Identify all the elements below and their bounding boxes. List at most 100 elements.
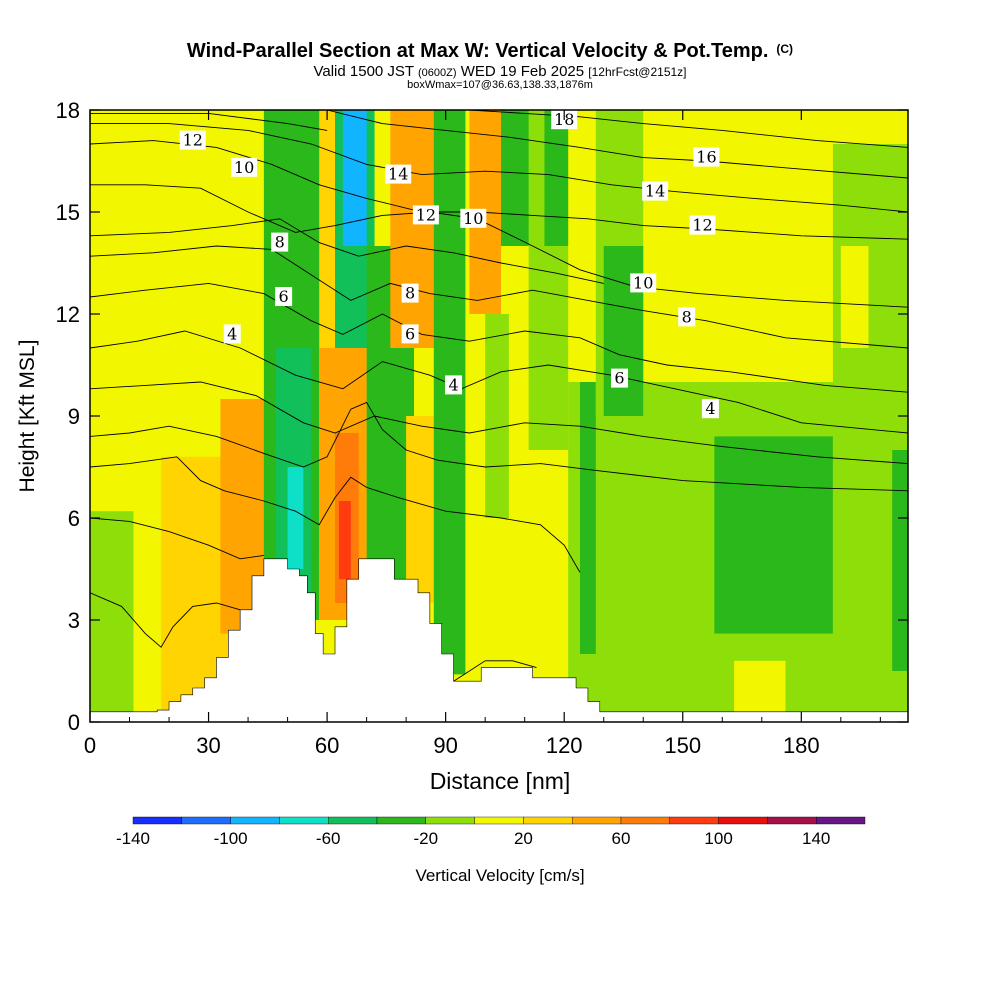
velocity-region [892,450,908,671]
chart-subtitle-2: boxWmax=107@36.63,138.33,1876m [407,79,593,91]
contour-label-box [401,324,419,344]
contour-label-box [385,164,412,184]
y-tick-label: 6 [68,506,80,531]
theta-contour-line [90,112,328,131]
contour-label: 14 [642,181,669,201]
plot-area [90,110,908,722]
y-tick-label: 15 [56,200,80,225]
contour-label-text: 6 [405,324,415,343]
x-tick-label: 180 [783,733,820,758]
chart-title: Wind-Parallel Section at Max W: Vertical… [187,40,793,62]
contour-label-text: 4 [227,324,237,343]
velocity-region [485,314,509,518]
x-axis-label: Distance [nm] [430,768,571,794]
contour-label-box [445,375,463,395]
x-tick-label: 0 [84,733,96,758]
y-tick-label: 0 [68,710,80,735]
colorbar-swatch [376,816,426,825]
contour-label-box [271,232,289,252]
y-tick-label: 12 [56,302,80,327]
contour-label: 4 [445,375,463,395]
contour-label-box [231,157,258,177]
velocity-region [580,382,596,654]
contour-label-text: 14 [388,165,408,184]
colorbar-tick-label: 140 [802,829,830,848]
velocity-region [603,246,644,416]
theta-contour-line [90,381,908,465]
contour-label: 6 [611,368,629,388]
contour-label-box [693,147,720,167]
colorbar-tick-label: -60 [316,829,341,848]
contour-label-text: 4 [448,375,458,394]
contour-label-box [689,215,716,235]
x-tick-label: 150 [664,733,701,758]
contour-label-box [460,208,487,228]
velocity-region [544,110,569,246]
colorbar-swatch [181,816,231,825]
contour-label: 14 [385,164,412,184]
colorbar-tick-label: 20 [514,829,533,848]
colorbar-swatch [474,816,524,825]
x-tick-label: 60 [315,733,339,758]
velocity-region [338,501,351,580]
colorbar-tick-label: -140 [116,829,150,848]
contour-label-box [630,273,657,293]
theta-contour-line [90,123,908,213]
velocity-region [90,511,134,716]
colorbar-swatch [572,816,622,825]
contour-label-text: 6 [279,287,289,306]
contour-label-box [701,399,719,419]
colorbar-swatch [132,816,182,825]
contour-label: 4 [701,399,719,419]
contour-label-text: 14 [645,182,665,201]
contour-label-text: 10 [463,209,483,228]
theta-contour-line [90,517,264,560]
contour-label-text: 12 [416,205,436,224]
theta-contour-line [90,456,581,573]
contour-label: 10 [231,157,258,177]
terrain [90,558,908,722]
contour-label-text: 4 [705,399,715,418]
contour-label-text: 8 [275,233,285,252]
contour-label-text: 8 [682,307,692,326]
contour-label-text: 6 [614,369,624,388]
contour-label: 6 [275,287,293,306]
theta-contour-line [326,110,908,179]
colorbar-tick-label: -100 [214,829,248,848]
colorbar-swatch [669,816,719,825]
colorbar-swatch [328,816,378,825]
colorbar-tick-label: 100 [704,829,732,848]
colorbar-swatch [718,816,768,825]
contour-label: 12 [179,130,206,150]
contour-label-box [401,283,419,303]
contour-label: 8 [401,283,419,303]
theta-contour-line [469,110,908,148]
contour-label: 12 [412,205,439,225]
colorbar-swatch [230,816,280,825]
colorbar-swatch [620,816,670,825]
vertical-velocity-field [90,110,908,722]
contour-label-text: 8 [405,284,415,303]
contour-label-box [678,307,696,327]
y-tick-label: 18 [56,98,80,123]
contour-label: 12 [689,215,716,235]
contour-label: 6 [401,324,419,344]
contour-label-box [412,205,439,225]
theta-contour-line [90,218,604,284]
colorbar-tick-label: -20 [414,829,439,848]
x-tick-label: 120 [546,733,583,758]
contour-label: 8 [271,232,289,252]
contour-label: 4 [223,324,241,344]
contour-label-box [611,368,629,388]
velocity-region [840,246,869,348]
x-tick-label: 30 [196,733,220,758]
contour-label-text: 12 [692,216,712,235]
contour-label-text: 10 [234,158,254,177]
contour-label: 8 [678,307,696,327]
velocity-region [406,416,438,603]
contour-label-box [179,130,206,150]
velocity-region [734,660,786,712]
contour-label-box [642,181,669,201]
colorbar-swatch [523,816,573,825]
